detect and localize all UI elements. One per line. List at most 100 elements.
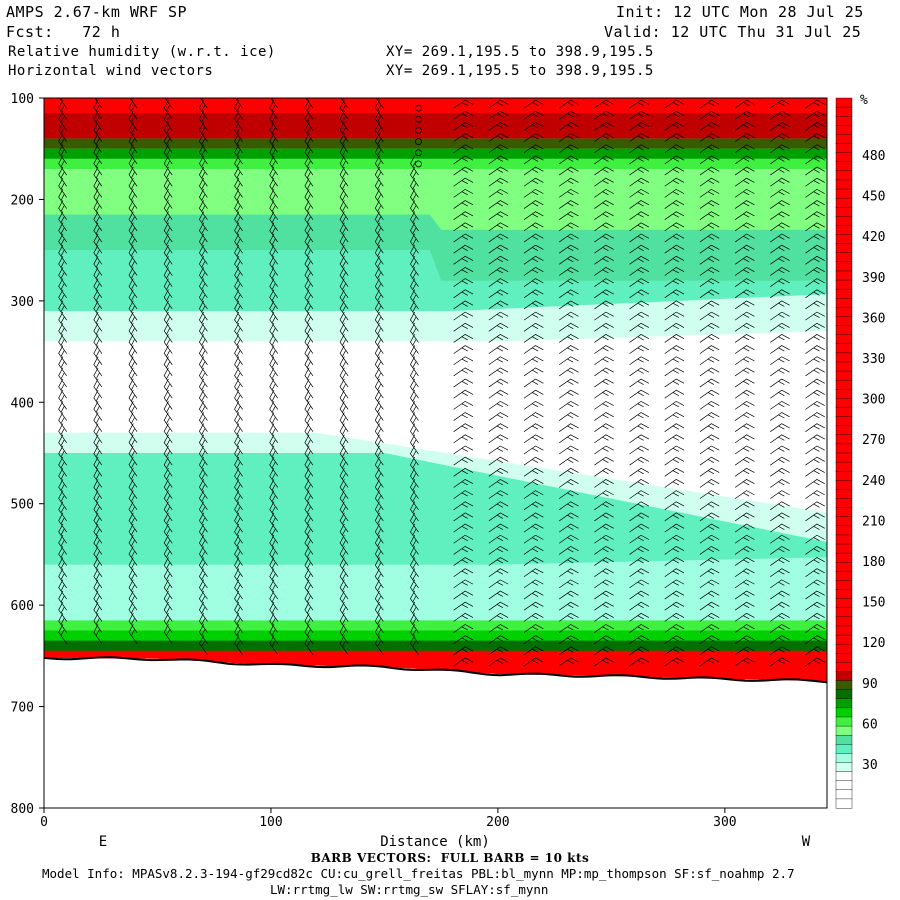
wind-barb [488, 200, 509, 209]
wind-barb [558, 657, 579, 667]
wind-barb [523, 255, 544, 265]
wind-barb [163, 367, 173, 388]
wind-barb [234, 624, 243, 644]
wind-barb [234, 546, 243, 566]
wind-barb [594, 311, 614, 321]
wind-barb [770, 579, 790, 589]
colorbar-cell [835, 680, 853, 691]
wind-barb [128, 389, 138, 410]
colorbar-cell [835, 334, 853, 345]
wind-barb [58, 523, 67, 544]
wind-barb [664, 534, 685, 544]
wind-barb [304, 211, 314, 232]
colorbar-cell [835, 607, 853, 618]
wind-barb [453, 289, 474, 299]
wind-barb [664, 188, 685, 198]
wind-barb [664, 579, 685, 589]
wind-barb [805, 99, 825, 109]
wind-barb [234, 322, 243, 343]
wind-barb [58, 568, 67, 589]
wind-barb [128, 345, 138, 365]
wind-barb [269, 233, 279, 254]
wind-barb [374, 534, 384, 555]
wind-barb [128, 289, 138, 310]
wind-barb [269, 211, 279, 232]
wind-barb [163, 110, 173, 131]
colorbar-cell [835, 370, 853, 381]
wind-barb [93, 389, 103, 410]
wind-barb [558, 523, 579, 533]
wind-barb [664, 445, 685, 455]
wind-barb [410, 322, 419, 343]
wind-barb [805, 545, 825, 555]
wind-barb [488, 211, 509, 221]
wind-barb [664, 412, 685, 421]
wind-barb [234, 300, 243, 321]
wind-barb [664, 434, 685, 444]
wind-barb [234, 412, 243, 432]
wind-barb [374, 546, 384, 566]
wind-barb [488, 501, 509, 511]
wind-barb [234, 367, 243, 388]
wind-barb [58, 546, 67, 566]
wind-barb [410, 467, 419, 488]
wind-barb [453, 233, 474, 243]
wind-barb [198, 501, 208, 522]
wind-barb [339, 322, 349, 343]
wind-barb [558, 445, 579, 455]
wind-barb [234, 601, 243, 622]
wind-barb [453, 590, 474, 600]
wind-barb [58, 423, 67, 444]
wind-barb [374, 244, 384, 265]
wind-barb [523, 356, 544, 366]
colorbar-label: 240 [862, 474, 885, 489]
wind-barb [234, 233, 243, 254]
wind-barb [734, 423, 755, 432]
wind-barb [734, 133, 755, 142]
wind-barb [374, 267, 384, 287]
colorbar-cell [835, 598, 853, 609]
wind-barb [58, 289, 67, 310]
wind-barb [58, 255, 67, 276]
wind-barb [128, 590, 138, 611]
wind-barb [410, 289, 419, 310]
wind-barb [523, 166, 544, 176]
terrain-line [43, 656, 828, 684]
wind-barb [410, 233, 419, 254]
wind-barb [93, 289, 103, 310]
wind-barb [453, 523, 474, 533]
wind-barb [558, 624, 579, 633]
wind-barb [805, 512, 825, 522]
wind-barb [269, 133, 279, 153]
wind-barb [664, 501, 685, 511]
cross-section-xy-2: XY= 269.1,195.5 to 398.9,195.5 [386, 63, 654, 79]
colorbar-cell [835, 243, 853, 254]
wind-barb [523, 300, 544, 310]
wind-barb [410, 367, 419, 388]
wind-barb [234, 590, 243, 611]
wind-barb [699, 490, 720, 499]
wind-barb [523, 545, 544, 555]
colorbar-cell [835, 434, 853, 445]
wind-barb [410, 635, 419, 656]
wind-barb [664, 300, 685, 310]
wind-barb [594, 255, 614, 265]
wind-barb [699, 122, 720, 131]
wind-barb [93, 445, 103, 466]
wind-barb [304, 122, 314, 142]
wind-barb [805, 579, 825, 589]
colorbar-cell [835, 771, 853, 782]
wind-barb [699, 188, 720, 198]
wind-barb [629, 200, 650, 209]
wind-barb [339, 412, 349, 432]
wind-barb [58, 98, 67, 109]
wind-barb [374, 635, 384, 656]
wind-barb [93, 189, 103, 209]
wind-barb [128, 613, 138, 633]
wind-barb [805, 467, 825, 477]
colorbar-label: 480 [862, 149, 885, 164]
wind-barb [374, 356, 384, 377]
wind-barb [523, 133, 544, 142]
wind-barb [664, 657, 685, 667]
